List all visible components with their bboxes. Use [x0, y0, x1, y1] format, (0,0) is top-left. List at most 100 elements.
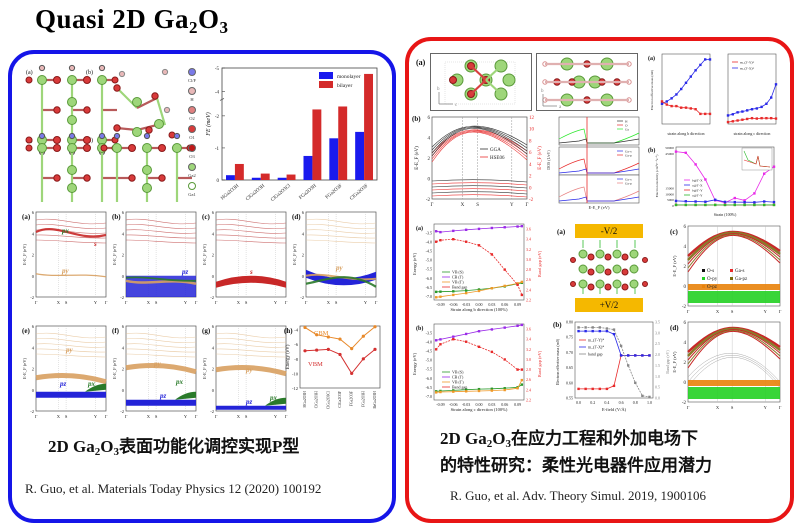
- gga-band: [431, 127, 528, 154]
- data-point: [477, 244, 481, 247]
- inset-line: [743, 155, 771, 168]
- y-tick-label-right: 6: [529, 151, 532, 156]
- y-tick-label: 4: [32, 345, 35, 350]
- data-point: [760, 116, 763, 120]
- unit-cell: [444, 61, 516, 105]
- y-tick-label-right: 0.5: [655, 385, 660, 390]
- band-structure-c: -2 0 2 4 6 E-E_F (eV) (c) Γ X S Y Γs: [202, 210, 288, 305]
- x-tick-label: Γ: [215, 300, 218, 305]
- data-point: [490, 387, 494, 390]
- band-line: [125, 218, 197, 225]
- y-tick-label: 2: [428, 157, 431, 162]
- strain-b-chart: (a) Strain along b direction (100%) -7.0 -6…: [412, 223, 542, 312]
- data-point: [477, 289, 481, 293]
- data-point: [452, 338, 455, 341]
- y-tick-label-right: 12: [529, 116, 535, 121]
- y-tick-label: 4: [302, 231, 305, 236]
- data-point: [743, 201, 746, 204]
- legend-label: H: [625, 120, 628, 124]
- axis-break: [219, 98, 225, 101]
- orbital-label: px: [175, 378, 184, 386]
- legend-atom: [188, 163, 196, 171]
- y-tick-label-right: -2: [529, 198, 534, 203]
- ga-atom: [595, 264, 605, 274]
- o-atom: [53, 76, 61, 84]
- data-point: [746, 109, 749, 112]
- o-atom: [621, 253, 629, 261]
- ga-atom: [612, 264, 622, 274]
- bond: [485, 79, 502, 95]
- data-point: [689, 75, 692, 78]
- band-structure-e: -2 0 2 4 6 E-E_F (eV) (e) Γ X S Y Γpy pz px: [22, 324, 108, 419]
- title-subscript: 3: [219, 18, 229, 37]
- x-tick-label: Γ: [285, 300, 288, 305]
- band-line: [215, 332, 287, 339]
- x-tick-label: 0.06: [501, 302, 508, 307]
- x-tick-label: Γ: [35, 300, 38, 305]
- data-point: [694, 108, 697, 111]
- panel-label: (a): [416, 225, 423, 232]
- data-point: [591, 329, 594, 333]
- data-point: [434, 240, 438, 243]
- data-point: [520, 383, 524, 386]
- x-tick-label: X: [716, 405, 720, 410]
- legend-atom-label: Ga2: [188, 173, 196, 178]
- field-bands-c: (c) -2 0 2 4 6 E-E_F (eV) Γ X S Y Γ O-s Ga-s O-py Ga-pz…: [670, 225, 782, 314]
- hse-band: [431, 129, 528, 154]
- gga-band: [431, 125, 528, 148]
- y-tick-label: 0.55: [566, 396, 573, 401]
- data-point: [704, 203, 707, 207]
- o-atom: [113, 124, 121, 132]
- o-atom: [53, 106, 61, 114]
- data-point-CBM: [326, 335, 330, 339]
- x-tick-label: 0.00: [476, 302, 483, 307]
- legend-swatch: [702, 285, 705, 288]
- x-tick-label: S: [245, 414, 248, 419]
- ga-atom: [142, 183, 152, 193]
- y-axis-label: E-E_F (eV): [202, 243, 207, 265]
- x-tick-label: Y: [94, 414, 98, 419]
- y-tick-label: 50000: [665, 146, 674, 150]
- legend-label: bilayer: [337, 83, 352, 89]
- data-point: [477, 288, 481, 291]
- data-point: [689, 107, 692, 110]
- y-tick-label: 0: [302, 274, 305, 279]
- data-point: [674, 150, 678, 153]
- data-point: [605, 387, 609, 391]
- orbital-label: px: [269, 394, 278, 402]
- series-line: [435, 338, 522, 370]
- data-point-VBM: [361, 357, 365, 361]
- ga-atom: [132, 127, 142, 137]
- band-line: [215, 343, 287, 348]
- plot-frame: [221, 67, 378, 181]
- ga-atom: [172, 143, 182, 153]
- dos-curve: [558, 138, 640, 144]
- y-axis-label: E-E_F (eV): [112, 357, 117, 379]
- panel-label: (d): [292, 213, 301, 221]
- y-tick-label-right: 3.0: [655, 330, 660, 335]
- data-point: [477, 227, 481, 231]
- caption-line-1: 2D Ga2O3在应力工程和外加电场下: [440, 428, 712, 455]
- y-tick-label: -2: [120, 295, 124, 300]
- x-tick-label: ClGa2O3Cl: [270, 183, 292, 203]
- caption-text: 2D Ga: [440, 429, 487, 448]
- y-tick-label: -7.0: [426, 294, 432, 299]
- data-point: [772, 200, 776, 204]
- o-atom: [128, 174, 136, 182]
- caption-text: 表面功能化调控实现P型: [118, 437, 300, 456]
- y-axis-label: Energy (eV): [412, 352, 417, 375]
- series-label: CBM: [314, 330, 329, 337]
- x-tick-label: Y: [274, 300, 278, 305]
- x-tick-label: 0.4: [604, 400, 609, 405]
- band-fill: [215, 365, 287, 377]
- data-point: [723, 203, 727, 207]
- data-point: [584, 326, 587, 329]
- x-tick-label: Γ: [105, 300, 108, 305]
- band-line: [35, 273, 107, 278]
- legend-label: m_(Γ-X)*: [588, 345, 604, 350]
- terminal-atom: [143, 132, 151, 140]
- band-fill: [85, 383, 106, 392]
- structure-label: (a): [26, 69, 33, 76]
- bar-monolayer: [355, 131, 365, 180]
- band-fill: [126, 399, 196, 406]
